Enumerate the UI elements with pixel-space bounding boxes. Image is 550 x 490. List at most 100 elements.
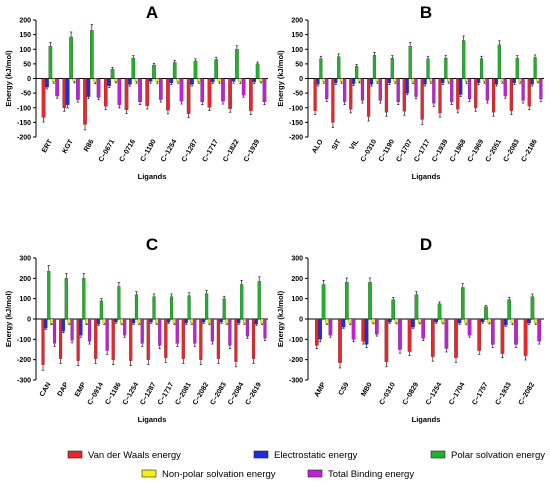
bar-polar-solvation-energy <box>134 294 139 320</box>
bar-non-polar-solvation-energy <box>217 78 222 82</box>
x-tick-label: MB0 <box>360 381 374 397</box>
bar-van-der-waals-energy <box>58 318 63 359</box>
bar-van-der-waals-energy <box>76 318 80 361</box>
x-tick-label: C−2082 <box>518 381 536 406</box>
bar-van-der-waals-energy <box>491 78 496 113</box>
bar-non-polar-solvation-energy <box>441 318 445 323</box>
legend-label: Total Binding energy <box>328 469 414 480</box>
x-tick-label: C−0716 <box>119 138 137 163</box>
x-tick-label: C−1968 <box>449 138 467 163</box>
bar-non-polar-solvation-energy <box>371 318 376 323</box>
legend-item: Non-polar solvation energy <box>141 469 276 480</box>
bar-electrostatic-energy <box>61 318 65 332</box>
bar-electrostatic-energy <box>503 318 508 326</box>
bar-polar-solvation-energy <box>462 40 466 79</box>
bar-electrostatic-energy <box>86 78 91 97</box>
legend-swatch <box>67 450 83 459</box>
bar-non-polar-solvation-energy <box>67 318 71 324</box>
bar-total-binding-energy <box>396 78 400 103</box>
bar-polar-solvation-energy <box>47 271 51 320</box>
legend: Van der Waals energy Electrostatic energy… <box>67 450 545 480</box>
bar-non-polar-solvation-energy <box>375 78 379 82</box>
bar-electrostatic-energy <box>254 318 258 325</box>
bar-van-der-waals-energy <box>145 78 150 106</box>
x-tick-label: C−0310 <box>379 381 397 406</box>
bar-electrostatic-energy <box>252 78 257 83</box>
bar-polar-solvation-energy <box>64 278 68 320</box>
y-axis-label: Energy (kJ/mol) <box>276 50 285 107</box>
bar-van-der-waals-energy <box>111 318 115 360</box>
bar-electrostatic-energy <box>202 318 206 323</box>
bar-van-der-waals-energy <box>129 318 133 361</box>
legend-label: Polar solvation energy <box>451 450 545 461</box>
bar-total-binding-energy <box>76 78 80 100</box>
bar-non-polar-solvation-energy <box>518 78 522 82</box>
x-tick-label: C−2619 <box>245 381 263 406</box>
bar-van-der-waals-energy <box>454 318 458 358</box>
bar-total-binding-energy <box>360 78 365 101</box>
bar-polar-solvation-energy <box>89 30 94 79</box>
bar-van-der-waals-energy <box>313 78 317 111</box>
y-tick-label: -200 <box>17 135 31 142</box>
panel-label: D <box>420 235 432 254</box>
bar-non-polar-solvation-energy <box>510 318 515 324</box>
x-tick-label: DAP <box>57 381 71 398</box>
bar-electrostatic-energy <box>387 318 392 323</box>
bar-van-der-waals-energy <box>41 78 46 118</box>
bar-electrostatic-energy <box>219 318 223 323</box>
chart-panel-c: C -300 -200 -100 0 100 200 300 Energy (kJ/mol) CA… <box>4 235 268 424</box>
bar-non-polar-solvation-energy <box>411 78 415 82</box>
x-tick-label: R86 <box>83 138 96 153</box>
bar-electrostatic-energy <box>477 78 481 84</box>
bar-polar-solvation-energy <box>99 300 103 320</box>
y-tick-label: 200 <box>291 18 303 25</box>
x-tick-label: ALO <box>311 138 325 155</box>
bar-van-der-waals-energy <box>456 78 460 110</box>
bar-non-polar-solvation-energy <box>190 318 194 324</box>
bar-polar-solvation-energy <box>460 287 465 320</box>
bar-van-der-waals-energy <box>331 78 335 123</box>
bar-van-der-waals-energy <box>199 318 203 360</box>
bar-polar-solvation-energy <box>337 56 341 79</box>
bar-polar-solvation-energy <box>479 58 484 79</box>
bar-electrostatic-energy <box>387 78 391 84</box>
bar-electrostatic-energy <box>352 78 356 84</box>
bar-total-binding-energy <box>414 78 418 97</box>
bar-van-der-waals-energy <box>477 318 482 351</box>
bar-polar-solvation-energy <box>152 64 156 79</box>
legend-swatch <box>253 450 269 459</box>
bar-non-polar-solvation-energy <box>120 318 124 324</box>
legend-item: Total Binding energy <box>307 469 414 480</box>
bar-polar-solvation-energy <box>344 282 349 320</box>
legend-label: Non-polar solvation energy <box>162 469 276 480</box>
bar-van-der-waals-energy <box>527 78 531 107</box>
y-tick-label: -300 <box>289 378 303 385</box>
y-tick-label: 50 <box>295 61 303 68</box>
bar-total-binding-energy <box>52 318 57 344</box>
x-tick-label: C−1939 <box>243 138 261 163</box>
bar-van-der-waals-energy <box>361 318 366 342</box>
bar-electrostatic-energy <box>210 78 215 83</box>
y-tick-label: 0 <box>299 76 303 83</box>
bar-electrostatic-energy <box>318 318 323 340</box>
bar-van-der-waals-energy <box>249 78 253 111</box>
bar-van-der-waals-energy <box>94 318 98 359</box>
bar-total-binding-energy <box>444 318 449 349</box>
bar-total-binding-energy <box>193 318 197 344</box>
bar-non-polar-solvation-energy <box>394 318 399 323</box>
bar-van-der-waals-energy <box>41 318 45 365</box>
x-tick-label: C−2082 <box>192 381 210 406</box>
y-tick-label: -100 <box>289 337 303 344</box>
bar-electrostatic-energy <box>364 318 369 345</box>
x-tick-label: SIT <box>331 138 343 152</box>
legend-label: Electrostatic energy <box>274 450 358 461</box>
bar-non-polar-solvation-energy <box>340 78 344 82</box>
bar-total-binding-energy <box>105 318 109 351</box>
bar-polar-solvation-energy <box>321 284 326 320</box>
y-tick-label: 300 <box>19 256 31 263</box>
bar-electrostatic-energy <box>441 78 445 84</box>
x-tick-label: C−1704 <box>448 381 466 406</box>
bar-total-binding-energy <box>158 318 162 346</box>
bar-polar-solvation-energy <box>131 57 136 79</box>
bar-total-binding-energy <box>117 78 122 105</box>
